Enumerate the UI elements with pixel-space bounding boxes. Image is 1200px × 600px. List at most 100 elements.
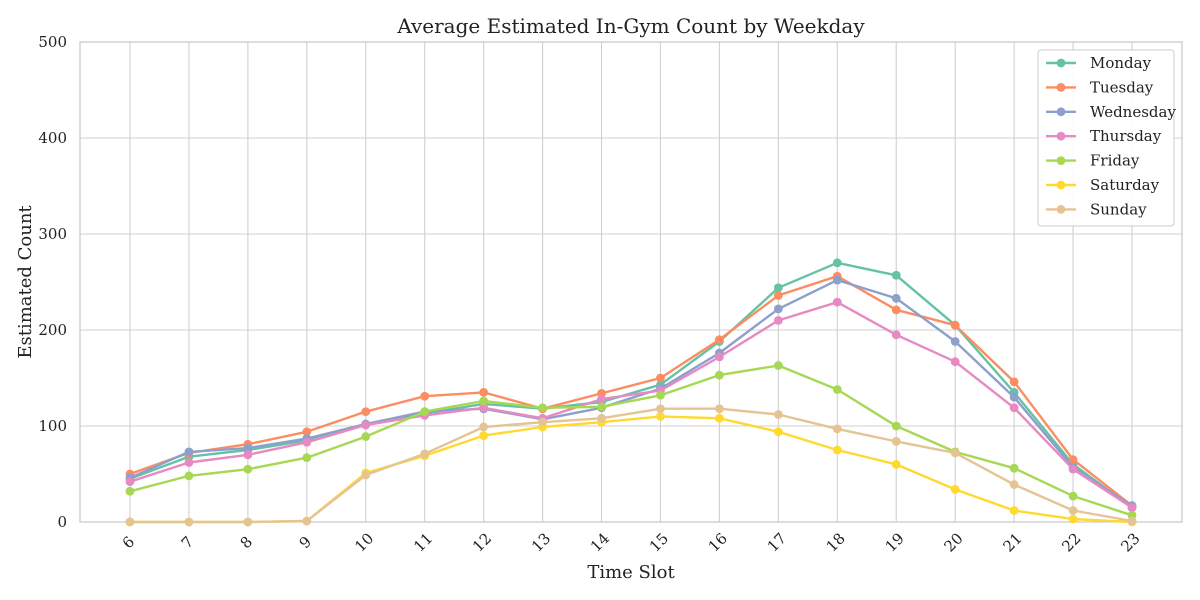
- data-point: [1009, 392, 1019, 402]
- data-point: [420, 391, 430, 401]
- data-point: [832, 424, 842, 434]
- data-point: [891, 330, 901, 340]
- data-point: [1068, 506, 1078, 515]
- x-tick-label: 17: [764, 529, 790, 555]
- series-line: [129, 364, 1133, 517]
- data-point: [420, 449, 430, 459]
- legend-item: Friday: [1046, 152, 1140, 170]
- legend-box: [1037, 49, 1175, 227]
- data-point: [1127, 516, 1137, 526]
- legend-item: Tuesday: [1046, 78, 1154, 96]
- legend-marker: [1056, 83, 1066, 92]
- data-point: [715, 335, 724, 344]
- data-point: [832, 258, 842, 268]
- data-point: [361, 420, 371, 430]
- data-point: [302, 427, 312, 437]
- plot-frame: [79, 41, 1183, 523]
- x-tick-label: 15: [646, 529, 672, 555]
- data-point: [773, 410, 783, 419]
- data-point: [1009, 480, 1019, 489]
- series-line: [129, 275, 1133, 507]
- series-group: [125, 258, 1137, 527]
- x-tick-label: 23: [1117, 529, 1143, 555]
- data-point: [597, 402, 606, 412]
- data-point: [125, 517, 135, 527]
- data-point: [479, 422, 489, 432]
- data-point: [597, 413, 606, 423]
- data-point: [832, 297, 842, 307]
- series-friday: [125, 361, 1137, 520]
- data-point: [656, 373, 665, 383]
- data-point: [950, 320, 960, 330]
- x-tick-label: 8: [237, 533, 256, 552]
- x-tick-label: 16: [705, 529, 731, 555]
- legend-item: Saturday: [1046, 176, 1160, 194]
- legend: Monday Tuesday Wednesday Thursday Friday Satu…: [1037, 49, 1176, 227]
- data-point: [538, 417, 547, 427]
- legend-label: Monday: [1090, 54, 1152, 72]
- legend-label: Thursday: [1090, 127, 1162, 145]
- data-point: [1127, 503, 1137, 512]
- data-point: [243, 443, 253, 453]
- data-point: [773, 316, 783, 325]
- y-tick-label: 300: [38, 225, 67, 243]
- data-point: [479, 403, 489, 413]
- legend-marker: [1056, 107, 1066, 117]
- data-point: [656, 412, 665, 421]
- data-point: [950, 484, 960, 494]
- data-point: [891, 460, 901, 469]
- series-line: [129, 278, 1133, 507]
- data-point: [1009, 377, 1019, 387]
- data-point: [832, 385, 842, 394]
- data-point: [832, 445, 842, 455]
- data-point: [184, 517, 194, 527]
- x-tick-label: 20: [941, 529, 967, 555]
- data-point: [125, 486, 135, 496]
- legend-marker: [1056, 205, 1066, 214]
- data-point: [891, 305, 901, 315]
- data-point: [950, 357, 960, 367]
- x-tick-label: 14: [587, 529, 613, 555]
- data-point: [420, 407, 430, 416]
- x-axis-label: Time Slot: [587, 562, 675, 583]
- data-point: [1068, 455, 1078, 464]
- series-line: [130, 407, 1133, 524]
- data-point: [479, 431, 489, 440]
- data-point: [361, 432, 371, 441]
- x-tick-label: 10: [351, 529, 377, 555]
- x-tick-label: 13: [528, 529, 554, 555]
- series-line: [129, 301, 1133, 509]
- legend-marker: [1056, 180, 1066, 190]
- data-point: [1009, 403, 1019, 413]
- x-tick-label: 6: [119, 533, 138, 552]
- y-axis: 0 100 200 300 400 500: [38, 33, 67, 531]
- legend-label: Saturday: [1090, 176, 1160, 194]
- series-sunday: [125, 404, 1137, 527]
- y-axis-label: Estimated Count: [15, 205, 36, 359]
- legend-label: Wednesday: [1090, 103, 1176, 121]
- x-tick-label: 11: [410, 529, 436, 555]
- data-point: [656, 390, 665, 400]
- data-point: [891, 421, 901, 431]
- data-point: [125, 477, 135, 487]
- legend-label: Sunday: [1090, 200, 1147, 218]
- x-tick-label: 21: [999, 529, 1025, 555]
- data-point: [243, 464, 253, 474]
- data-point: [773, 427, 783, 437]
- data-point: [243, 450, 253, 460]
- legend-label: Tuesday: [1090, 78, 1154, 96]
- data-point: [950, 337, 960, 346]
- legend-label: Friday: [1090, 152, 1140, 170]
- data-point: [184, 458, 194, 467]
- series-line: [130, 415, 1133, 524]
- legend-marker: [1056, 156, 1066, 166]
- data-point: [773, 361, 783, 370]
- x-tick-label: 12: [469, 529, 495, 555]
- series-tuesday: [125, 271, 1137, 511]
- y-tick-label: 100: [38, 417, 67, 435]
- data-point: [361, 470, 371, 480]
- data-point: [479, 388, 489, 397]
- legend-item: Sunday: [1046, 200, 1147, 218]
- data-point: [1068, 514, 1078, 524]
